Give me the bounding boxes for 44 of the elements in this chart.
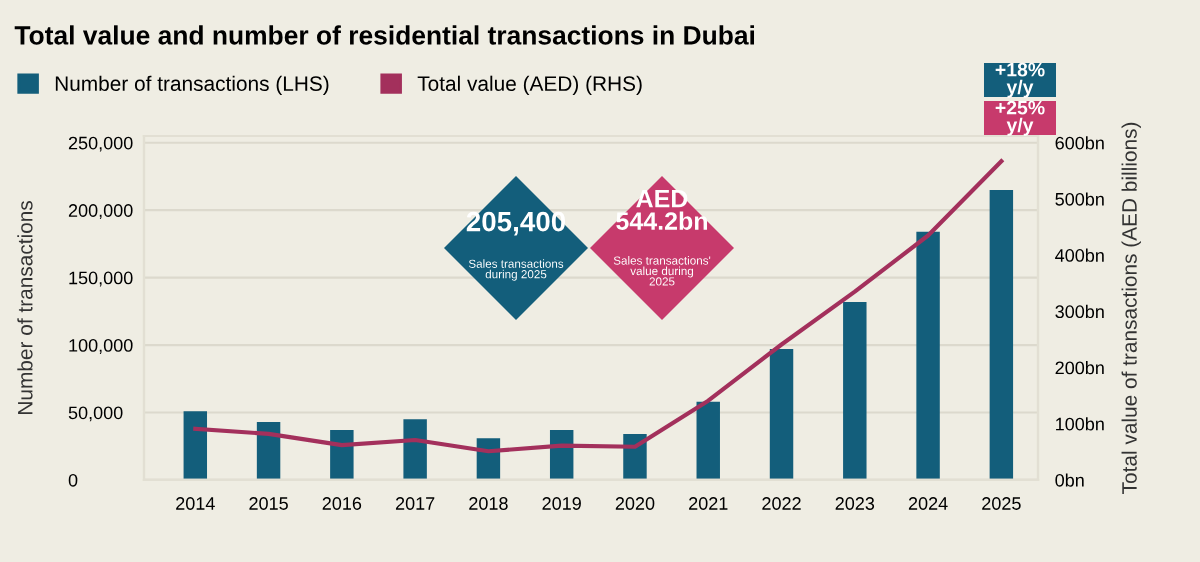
y-tick-label: 250,000	[68, 136, 133, 152]
bar	[330, 430, 354, 480]
y2-tick-label: 300bn	[1055, 304, 1104, 319]
y2-axis-title: Total value of transactions (AED billions)	[1121, 122, 1141, 494]
x-tick-label: 2024	[908, 497, 948, 510]
x-tick-label: 2020	[615, 497, 655, 510]
y-tick-label: 50,000	[68, 406, 123, 422]
annotation: AED 544.2bn	[616, 190, 708, 230]
legend-label: Number of transactions (LHS)	[55, 75, 329, 96]
y2-tick-label: 400bn	[1055, 248, 1104, 262]
y2-tick-label: 600bn	[1055, 136, 1104, 150]
x-tick-label: 2022	[762, 497, 801, 510]
x-tick-label: 2018	[469, 497, 508, 510]
x-tick-label: 2021	[689, 497, 728, 510]
x-tick-label: 2025	[982, 497, 1021, 510]
annotation: 205,400	[466, 211, 566, 236]
y-axis-title: Number of transactions	[17, 201, 33, 414]
y2-tick-label: 200bn	[1055, 361, 1104, 375]
legend-label: Total value (AED) (RHS)	[417, 75, 642, 96]
text: +18% y/y	[995, 62, 1045, 98]
y-tick-label: 100,000	[69, 339, 133, 354]
bar	[843, 301, 867, 480]
text: +25% y/y	[995, 100, 1045, 136]
bar	[623, 434, 647, 480]
bar	[696, 401, 720, 480]
y2-tick-label: 100bn	[1056, 417, 1104, 431]
y2-tick-label: 0bn	[1055, 473, 1084, 487]
bar	[403, 419, 427, 480]
x-tick-label: 2014	[176, 497, 215, 510]
bar	[989, 189, 1014, 480]
y-tick-label: 200,000	[68, 204, 133, 220]
bar	[183, 411, 208, 480]
x-tick-label: 2019	[542, 497, 581, 510]
y-tick-label: 150,000	[69, 271, 133, 287]
x-tick-label: 2016	[322, 497, 362, 510]
x-tick-label: 2017	[395, 497, 435, 510]
y-tick-label: 0	[68, 473, 78, 487]
bar	[916, 231, 940, 480]
x-tick-label: 2023	[835, 497, 875, 510]
x-tick-label: 2015	[249, 497, 288, 510]
chart-title: Total value and number of residential transactions in Dubai	[14, 25, 755, 45]
bar	[769, 349, 794, 480]
line-series	[193, 159, 1004, 454]
y2-tick-label: 500bn	[1055, 192, 1104, 206]
